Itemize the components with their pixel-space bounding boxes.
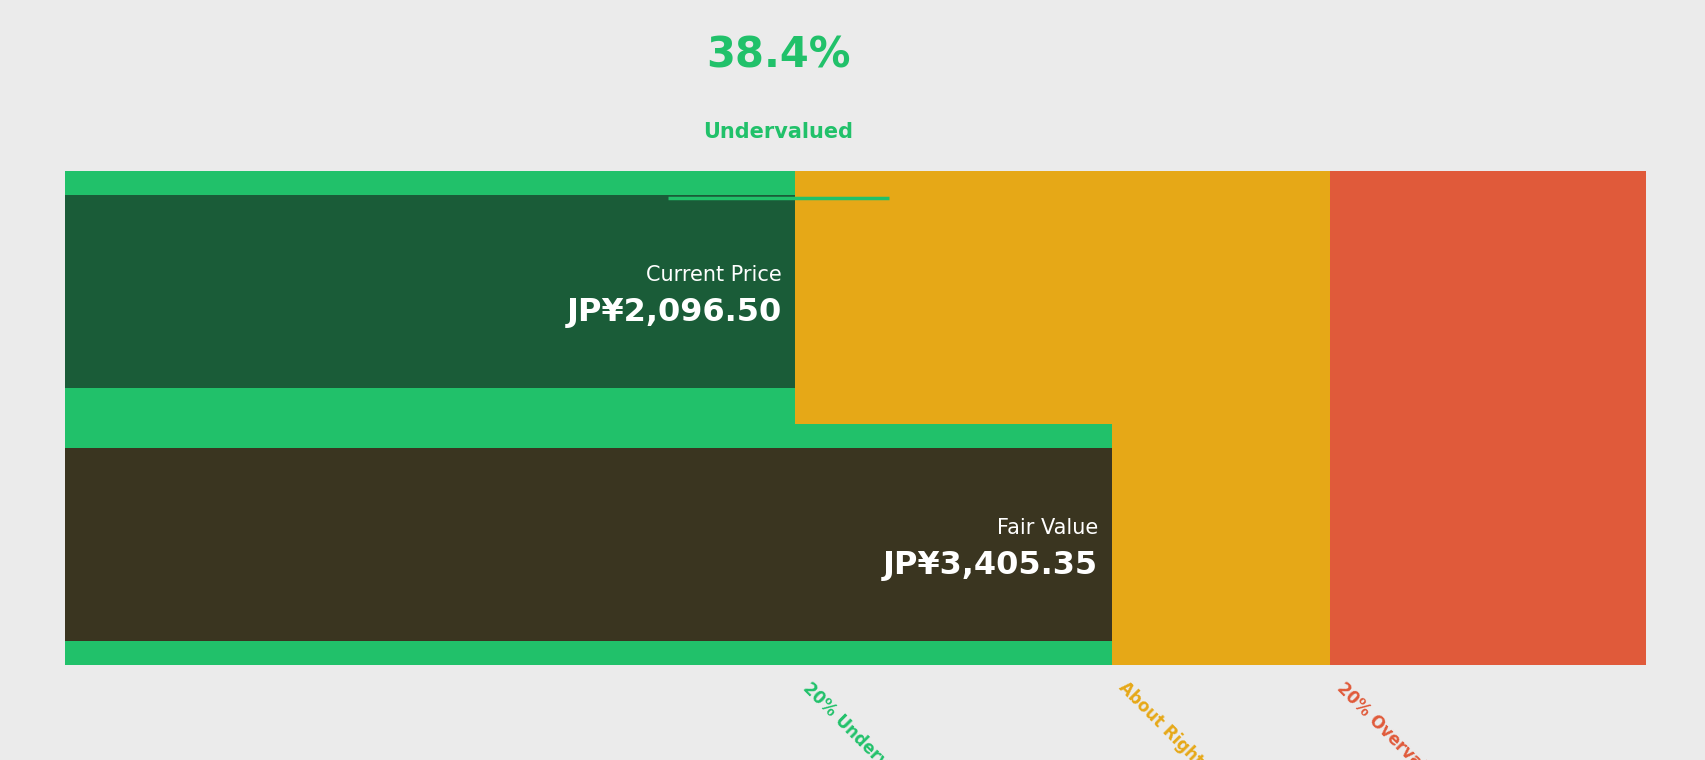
Bar (1112, 171, 1330, 665)
Text: JP¥2,096.50: JP¥2,096.50 (566, 297, 781, 328)
Bar (65, 171, 795, 665)
Bar (65, 448, 1112, 641)
Bar (65, 171, 795, 195)
Text: About Right: About Right (1115, 679, 1205, 760)
Text: Undervalued: Undervalued (702, 122, 852, 141)
Bar (65, 424, 1112, 448)
Bar (1330, 171, 1645, 665)
Bar (65, 388, 795, 412)
Bar (795, 171, 1112, 665)
Text: 20% Undervalued: 20% Undervalued (798, 679, 928, 760)
Text: Fair Value: Fair Value (996, 518, 1098, 538)
Bar (65, 641, 1112, 665)
Text: 20% Overvalued: 20% Overvalued (1333, 679, 1453, 760)
Bar (65, 195, 795, 388)
Text: Current Price: Current Price (646, 264, 781, 285)
Text: 38.4%: 38.4% (706, 34, 851, 76)
Text: JP¥3,405.35: JP¥3,405.35 (883, 550, 1098, 581)
